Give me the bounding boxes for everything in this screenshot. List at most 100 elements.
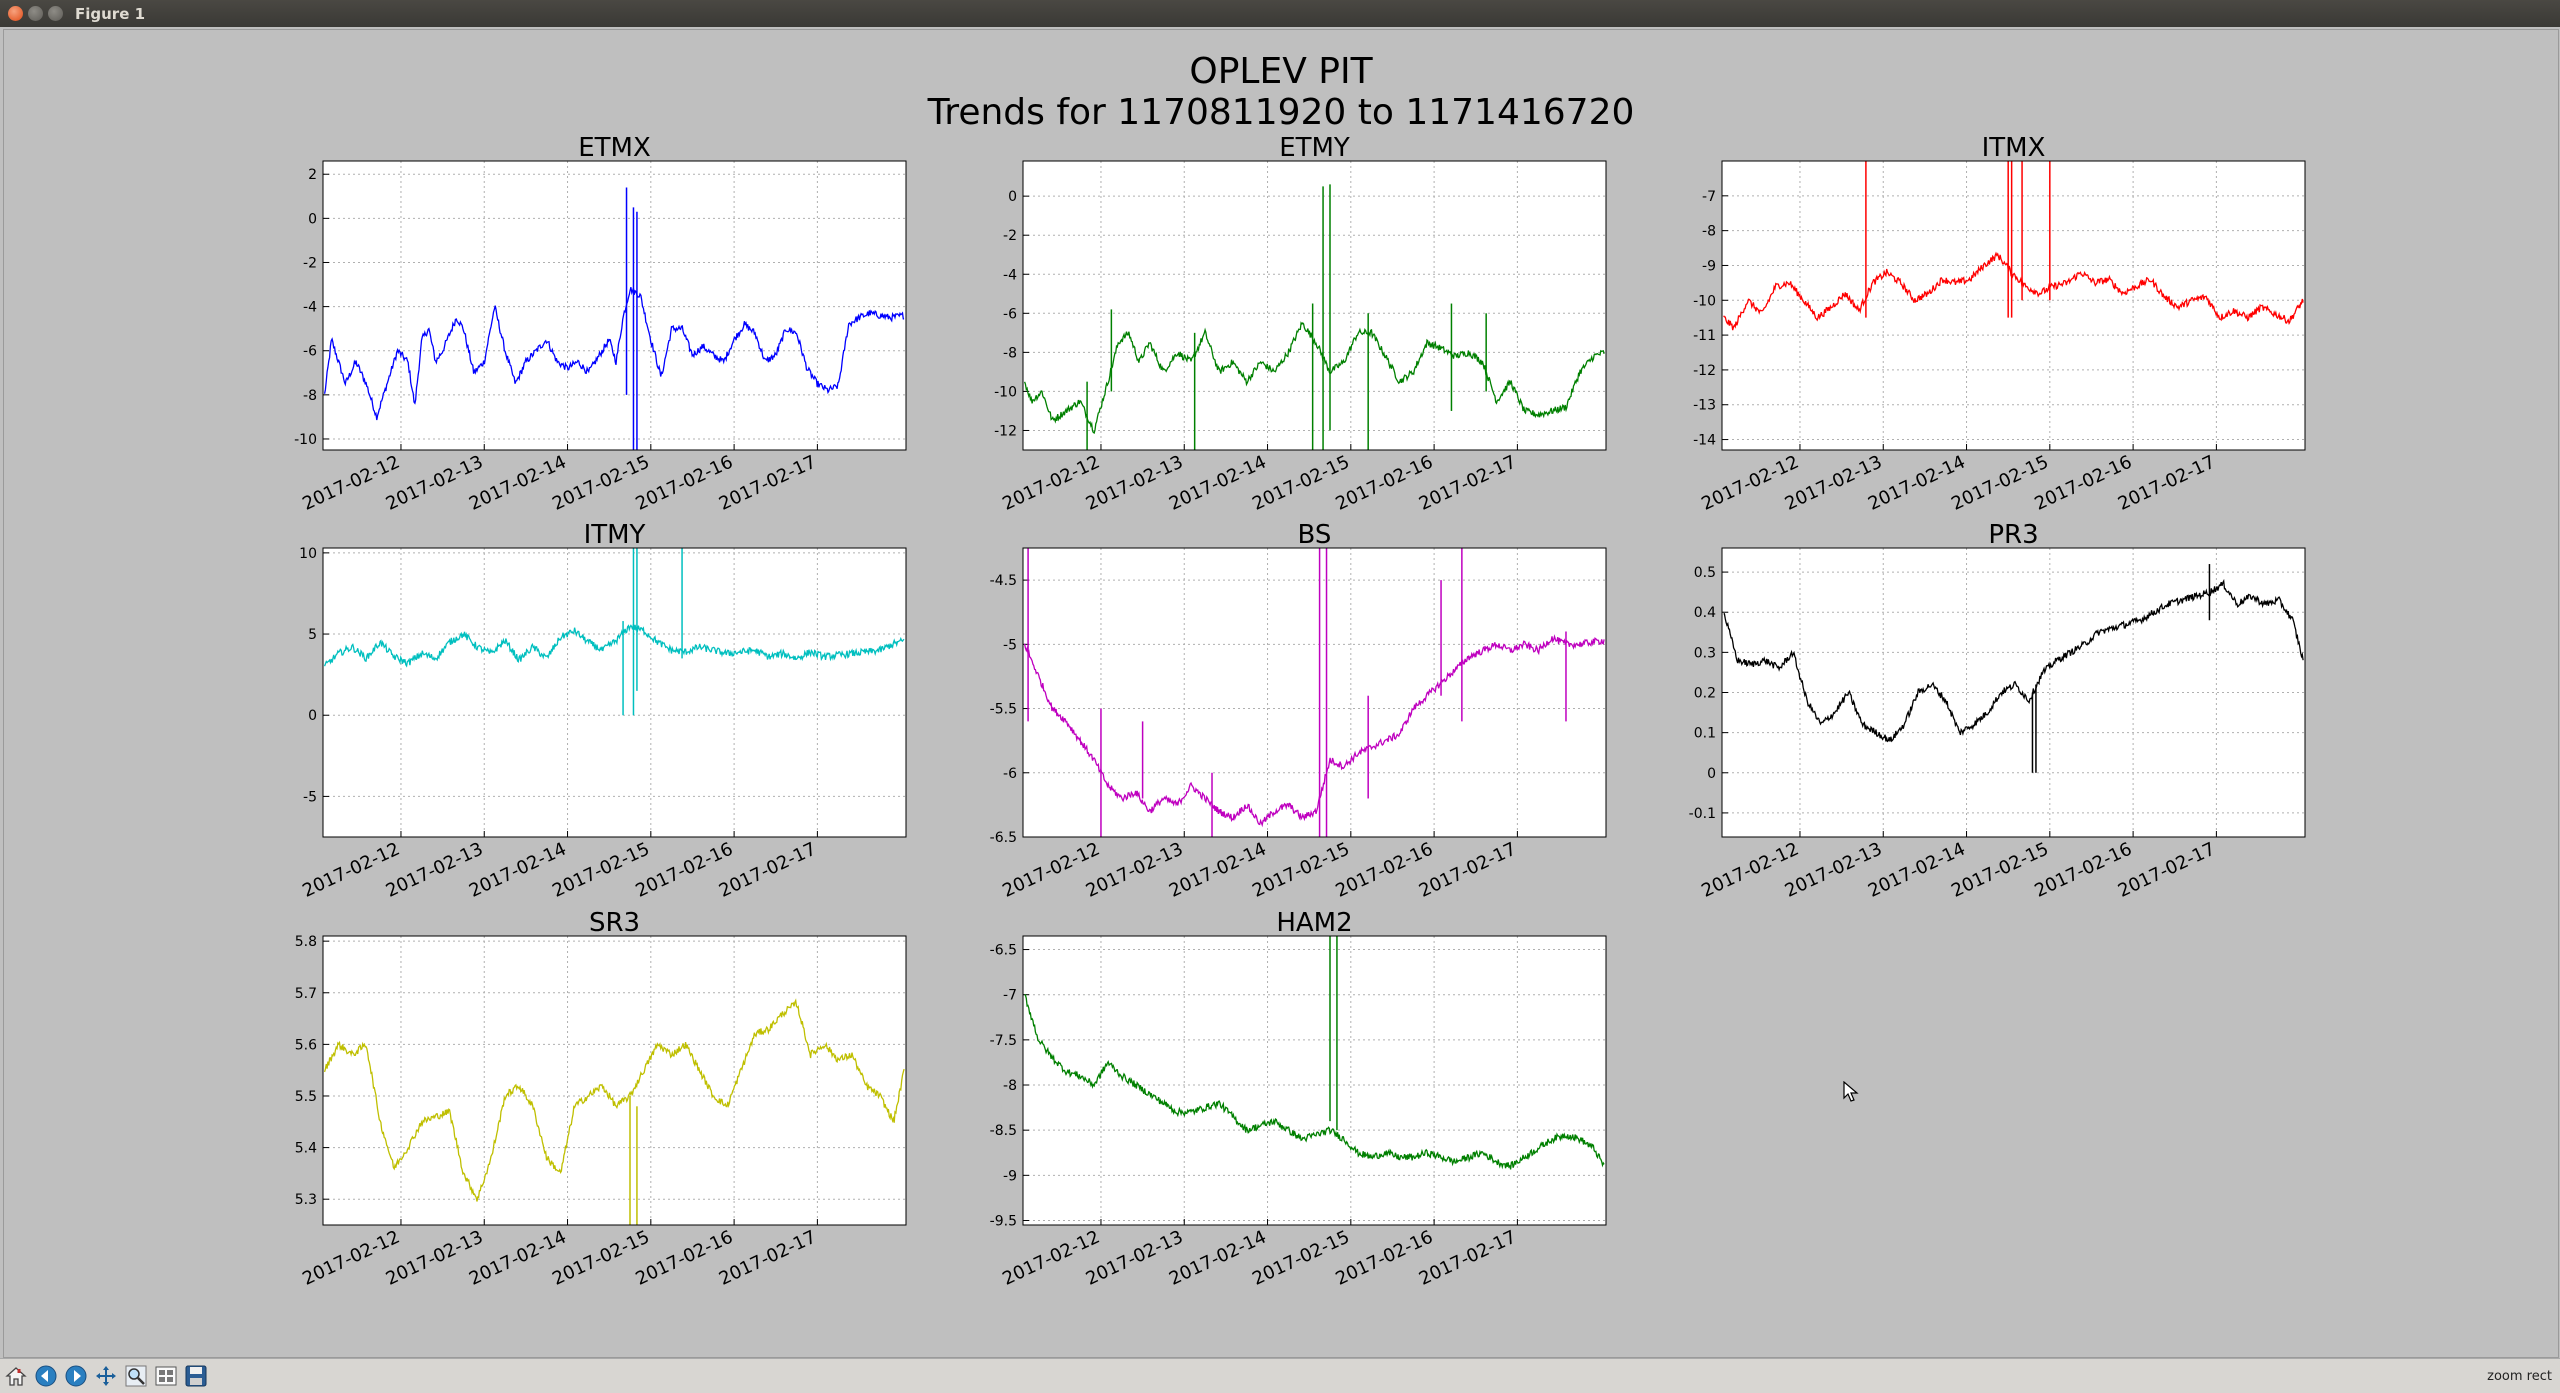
series-line xyxy=(1024,994,1605,1170)
y-tick-label: -4.5 xyxy=(990,573,1017,589)
y-tick-label: 0 xyxy=(1707,766,1716,782)
y-tick-label: -8 xyxy=(1702,224,1716,240)
axes-frame xyxy=(1022,547,1607,838)
y-tick-label: -6.5 xyxy=(990,830,1017,846)
series-line xyxy=(1023,634,1605,828)
plot-area xyxy=(1023,548,1606,837)
subplot-ham2: -6.5-7-7.5-8-8.5-9-9.52017-02-122017-02-… xyxy=(990,908,1607,1290)
y-tick-label: -6.5 xyxy=(990,943,1017,959)
y-tick-label: 5.6 xyxy=(295,1037,317,1053)
window-title: Figure 1 xyxy=(75,5,146,23)
subplot-title: ITMY xyxy=(584,520,646,550)
navigation-toolbar: zoom rect xyxy=(0,1358,2560,1393)
subplot-pr3: 0.50.40.30.20.10-0.12017-02-122017-02-13… xyxy=(1689,520,2306,902)
y-tick-label: -7 xyxy=(1702,189,1716,205)
home-icon[interactable] xyxy=(4,1364,28,1388)
axes-frame xyxy=(322,160,907,451)
y-tick-label: 5 xyxy=(308,627,317,643)
maximize-window-button[interactable] xyxy=(48,6,63,21)
series-line xyxy=(1723,251,2304,331)
figure-subtitle: Trends for 1170811920 to 1171416720 xyxy=(927,92,1635,133)
y-tick-label: -10 xyxy=(994,384,1017,400)
figure-canvas[interactable]: OPLEV PIT Trends for 1170811920 to 11714… xyxy=(3,29,2559,1358)
y-tick-label: -8.5 xyxy=(990,1123,1017,1139)
axes-frame xyxy=(322,935,907,1226)
y-tick-label: -7 xyxy=(1003,988,1017,1004)
back-icon[interactable] xyxy=(34,1364,58,1388)
subplot-bs: -4.5-5-5.5-6-6.52017-02-122017-02-132017… xyxy=(990,520,1607,902)
forward-icon[interactable] xyxy=(64,1364,88,1388)
y-tick-label: -5 xyxy=(303,789,317,805)
y-tick-label: 5.7 xyxy=(295,986,317,1002)
axes-frame xyxy=(1022,935,1607,1226)
series-line xyxy=(323,998,905,1202)
y-tick-label: -9.5 xyxy=(990,1213,1017,1229)
axes-frame xyxy=(1721,160,2306,451)
configure-subplots-icon[interactable] xyxy=(154,1364,178,1388)
subplot-title: HAM2 xyxy=(1276,908,1352,938)
series-line xyxy=(323,287,905,421)
axes-frame xyxy=(1022,160,1607,451)
y-tick-label: 2 xyxy=(308,167,317,183)
y-tick-label: -4 xyxy=(303,300,317,316)
y-tick-label: 5.3 xyxy=(295,1192,317,1208)
toolbar-status: zoom rect xyxy=(2487,1369,2552,1384)
subplot-title: PR3 xyxy=(1988,520,2038,550)
y-tick-label: -9 xyxy=(1702,258,1716,274)
plot-area xyxy=(323,936,906,1225)
plot-area xyxy=(323,161,906,450)
y-tick-label: -2 xyxy=(1003,228,1017,244)
y-tick-label: 0.3 xyxy=(1694,645,1716,661)
y-tick-label: -13 xyxy=(1693,398,1716,414)
series-line xyxy=(1023,321,1605,435)
subplot-itmx: -7-8-9-10-11-12-13-142017-02-122017-02-1… xyxy=(1693,133,2306,515)
y-tick-label: -6 xyxy=(1003,766,1017,782)
subplot-title: SR3 xyxy=(589,908,640,938)
y-tick-label: -0.1 xyxy=(1689,806,1716,822)
subplot-title: ETMY xyxy=(1279,133,1350,163)
y-tick-label: -12 xyxy=(1693,363,1716,379)
y-tick-label: -7.5 xyxy=(990,1033,1017,1049)
figure-title: OPLEV PIT xyxy=(1189,51,1373,92)
plot-area xyxy=(1722,161,2305,450)
minimize-window-button[interactable] xyxy=(28,6,43,21)
y-tick-label: 0.2 xyxy=(1694,686,1716,702)
subplot-etmy: 0-2-4-6-8-10-122017-02-122017-02-132017-… xyxy=(994,133,1607,515)
y-tick-label: -14 xyxy=(1693,433,1716,449)
subplot-etmx: 20-2-4-6-8-102017-02-122017-02-132017-02… xyxy=(294,133,907,515)
y-tick-label: -6 xyxy=(1003,306,1017,322)
y-tick-label: -8 xyxy=(1003,1078,1017,1094)
y-tick-label: -10 xyxy=(294,432,317,448)
figure-svg: OPLEV PIT Trends for 1170811920 to 11714… xyxy=(294,51,2306,1290)
y-tick-label: 5.8 xyxy=(295,934,317,950)
y-tick-label: -11 xyxy=(1693,328,1716,344)
plot-area xyxy=(1023,936,1606,1225)
y-tick-label: 5.5 xyxy=(295,1089,317,1105)
y-tick-label: -9 xyxy=(1003,1168,1017,1184)
y-tick-label: 0 xyxy=(1008,189,1017,205)
y-tick-label: -2 xyxy=(303,255,317,271)
y-tick-label: 0.5 xyxy=(1694,565,1716,581)
window-titlebar: Figure 1 xyxy=(0,0,2560,27)
y-tick-label: 10 xyxy=(299,546,317,562)
y-tick-label: -5.5 xyxy=(990,702,1017,718)
plot-area xyxy=(1023,161,1606,450)
subplot-itmy: 1050-52017-02-122017-02-132017-02-142017… xyxy=(299,520,907,902)
axes-frame xyxy=(322,547,907,838)
axes-frame xyxy=(1721,547,2306,838)
subplot-title: BS xyxy=(1298,520,1332,550)
save-icon[interactable] xyxy=(184,1364,208,1388)
zoom-icon[interactable] xyxy=(124,1364,148,1388)
pan-icon[interactable] xyxy=(94,1364,118,1388)
subplot-title: ITMX xyxy=(1982,133,2046,163)
plot-area xyxy=(323,548,906,837)
y-tick-label: 0.1 xyxy=(1694,726,1716,742)
y-tick-label: 0 xyxy=(308,211,317,227)
y-tick-label: -8 xyxy=(1003,345,1017,361)
subplot-title: ETMX xyxy=(578,133,651,163)
y-tick-label: -8 xyxy=(303,388,317,404)
close-window-button[interactable] xyxy=(8,6,23,21)
y-tick-label: -12 xyxy=(994,423,1017,439)
subplot-sr3: 5.85.75.65.55.45.32017-02-122017-02-1320… xyxy=(295,908,907,1290)
y-tick-label: 0.4 xyxy=(1694,605,1716,621)
